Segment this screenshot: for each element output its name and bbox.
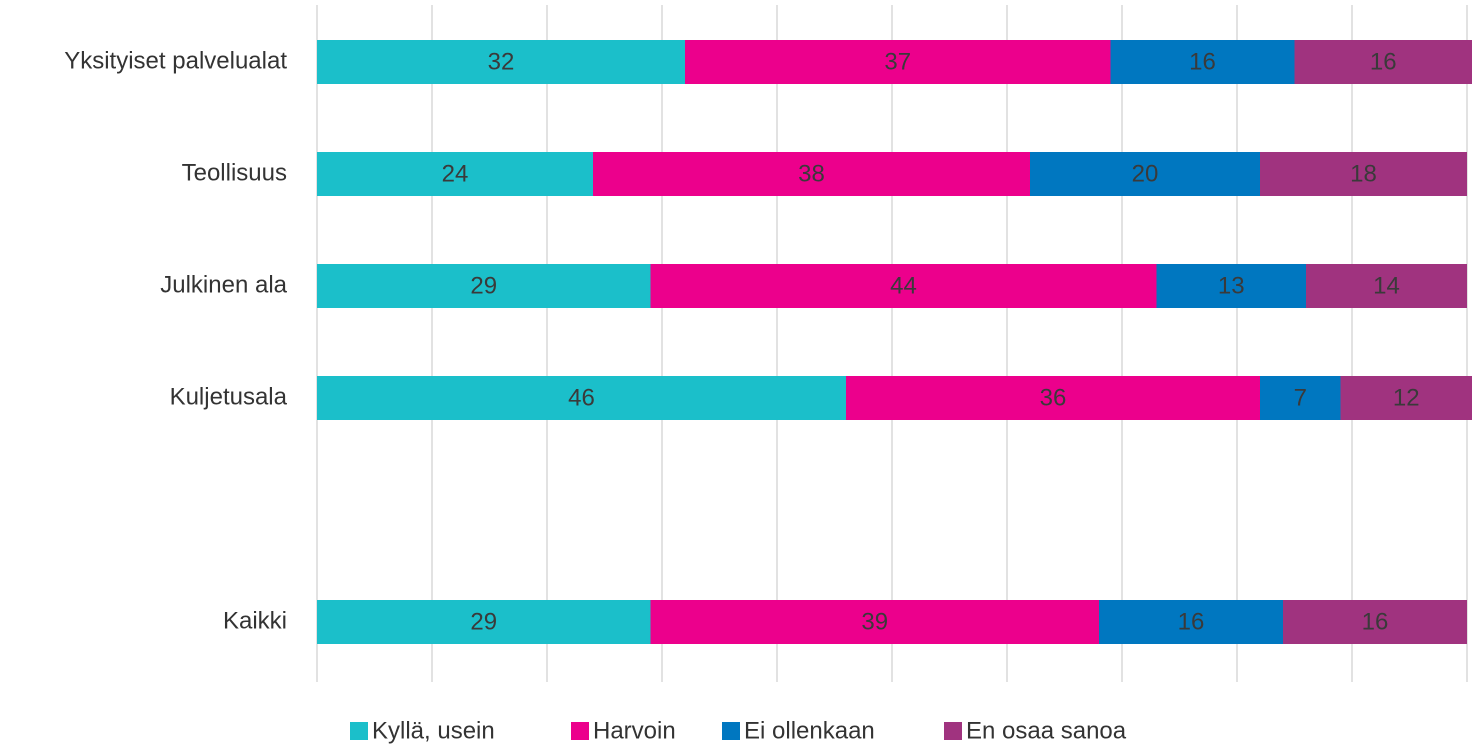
data-label: 7: [1294, 384, 1307, 411]
bar-segment: [1099, 600, 1283, 644]
bar-segment: [317, 600, 651, 644]
legend-label: Kyllä, usein: [372, 717, 495, 744]
bar-segment: [1260, 152, 1467, 196]
data-label: 16: [1189, 48, 1216, 75]
bar-segment: [593, 152, 1030, 196]
legend-swatch: [722, 722, 740, 740]
bar-segment: [1030, 152, 1260, 196]
data-label: 39: [861, 608, 888, 635]
bar-segment: [1306, 264, 1467, 308]
data-label: 36: [1040, 384, 1067, 411]
data-label: 44: [890, 272, 917, 299]
data-label: 12: [1393, 384, 1420, 411]
data-label: 16: [1370, 48, 1397, 75]
data-label: 13: [1218, 272, 1245, 299]
data-label: 37: [884, 48, 911, 75]
data-label: 29: [470, 608, 497, 635]
bar-segment: [1156, 264, 1306, 308]
data-label: 18: [1350, 160, 1377, 187]
data-label: 14: [1373, 272, 1400, 299]
data-label: 16: [1362, 608, 1389, 635]
bar-segment: [1283, 600, 1467, 644]
data-label: 16: [1178, 608, 1205, 635]
y-tick-label: Kuljetusala: [170, 383, 288, 410]
bar-segment: [650, 600, 1099, 644]
legend-swatch: [944, 722, 962, 740]
legend-label: Ei ollenkaan: [744, 717, 875, 744]
legend-label: Harvoin: [593, 717, 676, 744]
bar-segment: [685, 40, 1111, 84]
bar-segment: [1260, 376, 1341, 420]
bar-segment: [317, 40, 685, 84]
bar-segment: [317, 376, 846, 420]
y-tick-label: Kaikki: [223, 607, 287, 634]
bar-segment: [650, 264, 1157, 308]
data-label: 20: [1132, 160, 1159, 187]
y-tick-label: Yksityiset palvelualat: [64, 47, 287, 74]
data-label: 32: [488, 48, 515, 75]
data-label: 46: [568, 384, 595, 411]
bar-segment: [1294, 40, 1472, 84]
y-tick-label: Teollisuus: [182, 159, 287, 186]
legend-swatch: [350, 722, 368, 740]
bar-segment: [317, 152, 593, 196]
y-tick-label: Julkinen ala: [160, 271, 287, 298]
data-label: 24: [442, 160, 469, 187]
bar-segment: [1110, 40, 1295, 84]
bar-segment: [846, 376, 1260, 420]
legend-swatch: [571, 722, 589, 740]
bar-segment: [1340, 376, 1472, 420]
legend-label: En osaa sanoa: [966, 717, 1127, 744]
bar-segment: [317, 264, 651, 308]
data-label: 38: [798, 160, 825, 187]
data-label: 29: [470, 272, 497, 299]
